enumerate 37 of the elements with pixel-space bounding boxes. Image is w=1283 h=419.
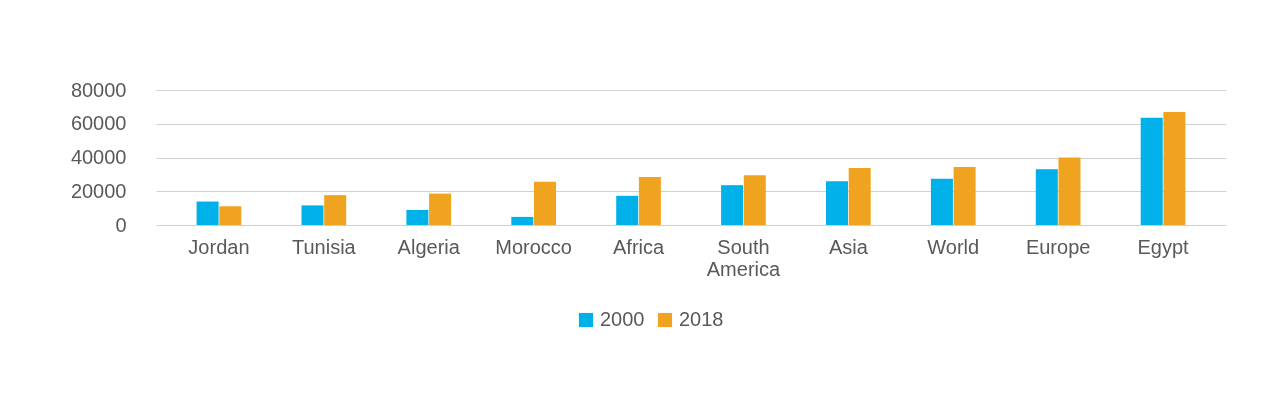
x-tick-label: Tunisia — [291, 235, 357, 258]
y-tick-label: 60000 — [70, 112, 127, 135]
bar — [1058, 157, 1081, 225]
bar — [743, 175, 766, 225]
bar — [196, 201, 219, 225]
x-tick-label: Europe — [1025, 235, 1091, 258]
x-tick-label: Morocco — [495, 235, 572, 258]
x-tick-label: Algeria — [397, 235, 461, 258]
bar — [429, 193, 452, 225]
y-tick-label: 40000 — [70, 146, 127, 168]
bar — [721, 185, 744, 225]
bar — [1140, 117, 1163, 225]
bar — [930, 178, 953, 225]
x-tick-label: Egypt — [1137, 235, 1190, 258]
bar — [638, 177, 661, 225]
bar — [1163, 112, 1186, 225]
bar — [533, 181, 556, 225]
x-tick-label: Africa — [612, 235, 665, 258]
legend-label: 2018 — [679, 308, 724, 330]
bar — [848, 167, 871, 225]
bar — [826, 181, 849, 225]
bar — [1035, 169, 1058, 225]
bar — [219, 206, 242, 225]
bar — [406, 209, 429, 225]
bar — [324, 195, 347, 225]
x-tick-label: World — [927, 235, 980, 258]
bar — [511, 216, 534, 225]
y-tick-label: 0 — [115, 213, 127, 236]
y-tick-label: 80000 — [70, 78, 127, 101]
x-tick-label: Jordan — [188, 235, 250, 258]
x-tick-label: South America — [706, 235, 781, 280]
x-tick-label: Asia — [828, 235, 869, 258]
bar — [616, 195, 639, 225]
legend-label: 2000 — [600, 308, 645, 330]
bar — [301, 205, 324, 225]
y-tick-label: 20000 — [70, 179, 127, 202]
bar — [953, 167, 976, 225]
